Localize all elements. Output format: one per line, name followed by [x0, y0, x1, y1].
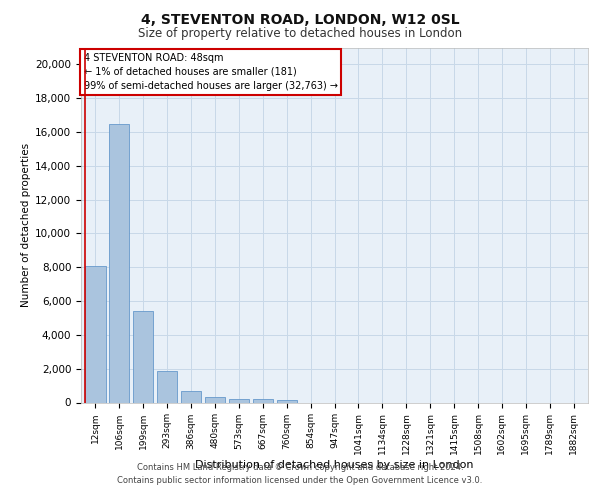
Bar	[109, 124, 130, 402]
Y-axis label: Number of detached properties: Number of detached properties	[21, 143, 31, 307]
Bar	[157, 371, 177, 402]
Text: Size of property relative to detached houses in London: Size of property relative to detached ho…	[138, 28, 462, 40]
Bar	[133, 311, 154, 402]
Bar	[277, 400, 297, 402]
Bar	[229, 399, 249, 402]
Text: Contains public sector information licensed under the Open Government Licence v3: Contains public sector information licen…	[118, 476, 482, 485]
Text: 4, STEVENTON ROAD, LONDON, W12 0SL: 4, STEVENTON ROAD, LONDON, W12 0SL	[140, 12, 460, 26]
Text: Contains HM Land Registry data © Crown copyright and database right 2024.: Contains HM Land Registry data © Crown c…	[137, 464, 463, 472]
Bar	[253, 400, 273, 402]
Bar	[181, 390, 201, 402]
Text: 4 STEVENTON ROAD: 48sqm
← 1% of detached houses are smaller (181)
99% of semi-de: 4 STEVENTON ROAD: 48sqm ← 1% of detached…	[83, 53, 338, 91]
X-axis label: Distribution of detached houses by size in London: Distribution of detached houses by size …	[195, 460, 474, 470]
Bar	[205, 397, 225, 402]
Bar	[85, 266, 106, 402]
